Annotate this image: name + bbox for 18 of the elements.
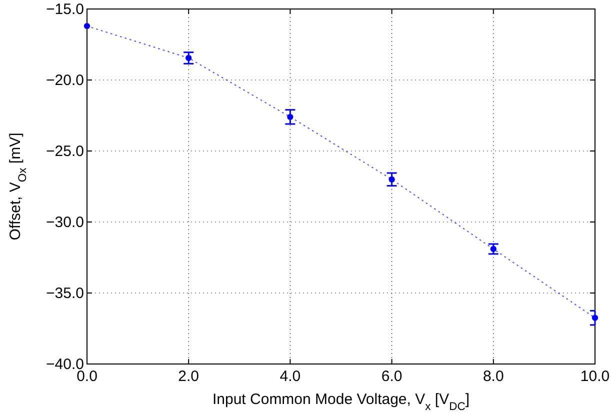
x-tick-label: 6.0 [381,368,402,385]
point [287,114,294,120]
x-tick-label: 2.0 [178,368,200,385]
x-axis-title: Input Common Mode Voltage, V$_{x}$ [V$_{DC}$] [212,391,470,413]
x-tick-label: 10.0 [580,368,610,385]
y-tick-label: −20.0 [46,72,84,89]
y-tick-label: −25.0 [46,143,84,160]
y-tick-label: −35.0 [46,285,84,302]
point [186,54,192,62]
y-tick-label: −30.0 [46,214,84,231]
point [592,314,598,321]
y-tick-label: −15.0 [46,1,84,18]
x-tick-label: 4.0 [280,368,301,385]
point [84,22,90,30]
point [388,176,395,182]
x-tick-label: 0.0 [76,368,98,385]
point [490,246,496,252]
x-tick-label: 8.0 [482,368,504,385]
